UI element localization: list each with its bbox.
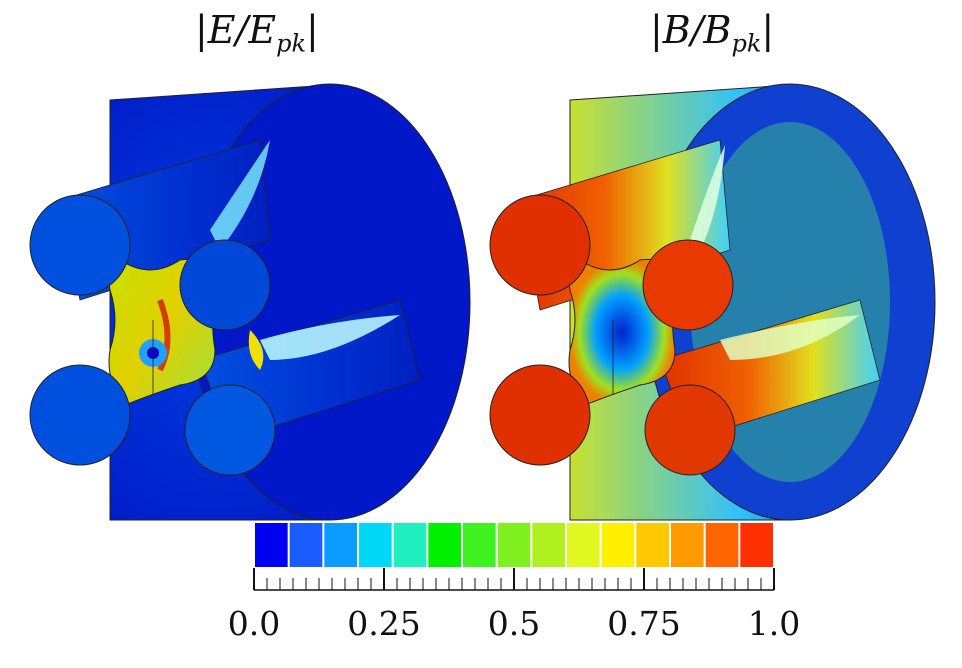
colorbar-swatch — [705, 523, 739, 567]
colorbar-swatch — [393, 523, 427, 567]
b-field-cavity — [489, 83, 936, 521]
colorbar-swatch — [255, 523, 288, 567]
colorbar-tick-label: 0.25 — [347, 604, 421, 643]
colorbar-swatch — [740, 523, 773, 567]
colorbar — [253, 523, 775, 591]
colorbar-tick-label: 0.0 — [227, 604, 281, 643]
colorbar-swatch — [324, 523, 357, 567]
colorbar-swatch — [671, 523, 704, 567]
colorbar-tick-label: 1.0 — [747, 604, 801, 643]
colorbar-swatch — [532, 523, 565, 567]
colorbar-tick-label: 0.5 — [487, 604, 541, 643]
e-field-title: |E/Epk| — [195, 8, 319, 58]
colorbar-swatch — [497, 523, 531, 567]
b-field-title: |B/Bpk| — [650, 8, 775, 58]
colorbar-swatch — [428, 523, 461, 567]
colorbar-swatch — [359, 523, 392, 567]
colorbar-swatch — [289, 523, 323, 567]
colorbar-swatch — [567, 523, 600, 567]
colorbar-tick-label: 0.75 — [607, 604, 681, 643]
e-field-cavity — [29, 83, 471, 521]
colorbar-swatch — [636, 523, 669, 567]
colorbar-swatch — [601, 523, 635, 567]
colorbar-swatch — [463, 523, 496, 567]
